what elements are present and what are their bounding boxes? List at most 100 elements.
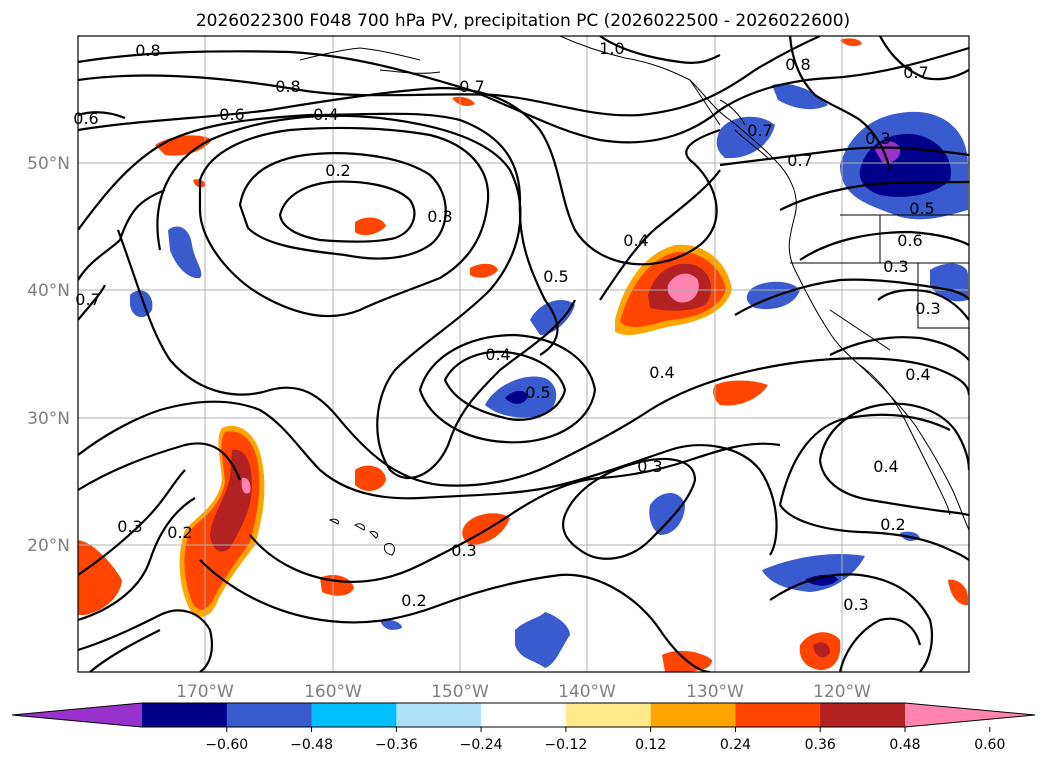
precip-region <box>78 540 122 615</box>
contour-label: 0.6 <box>73 109 98 128</box>
precip-region <box>840 38 862 47</box>
colorbar-swatch <box>311 703 397 727</box>
lat-label: 40°N <box>27 281 70 301</box>
colorbar-swatch <box>226 703 313 727</box>
pv-contour <box>238 152 447 260</box>
colorbar-tick-label: 0.36 <box>805 737 836 753</box>
hawaii-islands <box>328 518 395 556</box>
precip-region <box>380 619 402 630</box>
latitude-labels: 20°N 30°N 40°N 50°N <box>27 154 70 556</box>
pv-contour <box>78 442 242 491</box>
contour-label: 0.4 <box>649 363 674 382</box>
colorbar: −0.60 −0.48 −0.36 −0.24 −0.12 0.12 0.24 0.36 0.4… <box>11 702 1036 753</box>
contour-label: 0.5 <box>543 267 568 286</box>
pv-contour <box>443 350 567 421</box>
contour-label: 0.5 <box>909 199 934 218</box>
colorbar-tick-label: −0.48 <box>290 737 333 753</box>
pv-contour <box>719 146 969 167</box>
state-border <box>917 263 969 329</box>
contour-label: 0.7 <box>747 121 772 140</box>
contour-label: 0.2 <box>401 591 426 610</box>
precip-region <box>813 642 830 658</box>
pv-contour <box>78 111 126 120</box>
colorbar-tick-label: −0.12 <box>544 737 587 753</box>
coastline-islands <box>689 79 771 161</box>
precip-region <box>241 477 251 494</box>
longitude-labels: 170°W 160°W 150°W 140°W 130°W 120°W <box>176 682 871 702</box>
pv-contour <box>278 180 416 243</box>
contour-labels: 0.8 0.8 0.6 0.7 0.4 0.2 0.3 0.4 0.5 0.4 … <box>73 39 940 614</box>
pv-contour <box>116 229 969 487</box>
contour-label: 1.0 <box>599 39 624 58</box>
lat-label: 30°N <box>27 409 70 429</box>
lon-label: 160°W <box>304 682 362 702</box>
precip-region <box>948 579 968 606</box>
contour-label: 0.4 <box>873 457 898 476</box>
precip-region <box>168 226 202 279</box>
pv-contour <box>779 180 969 211</box>
pv-contour <box>78 86 721 266</box>
precip-region <box>505 390 528 404</box>
lon-label: 140°W <box>558 682 616 702</box>
precip-region <box>470 263 498 278</box>
pv-contour <box>838 617 922 672</box>
map-panel: 0.8 0.8 0.6 0.7 0.4 0.2 0.3 0.4 0.5 0.4 … <box>73 35 970 673</box>
pv-contour <box>89 629 161 672</box>
figure-title: 2026022300 F048 700 hPa PV, precipitatio… <box>196 11 850 31</box>
colorbar-tick-label: 0.24 <box>720 737 751 753</box>
pv-contour <box>78 188 166 281</box>
contour-label: 0.2 <box>167 523 192 542</box>
pv-contour <box>78 609 214 672</box>
pv-contour <box>199 559 711 672</box>
lat-label: 20°N <box>27 536 70 556</box>
pv-contour <box>78 400 778 556</box>
precip-region <box>530 300 575 335</box>
contour-label: 0.3 <box>865 129 890 148</box>
contour-label: 0.3 <box>883 257 908 276</box>
colorbar-swatch <box>820 703 906 727</box>
colorbar-tick-label: 0.60 <box>974 737 1005 753</box>
contour-label: 0.2 <box>880 515 905 534</box>
coastlines <box>299 36 969 556</box>
colorbar-tick-label: −0.60 <box>205 737 248 753</box>
pv-contour <box>599 36 721 64</box>
contour-label: 0.4 <box>623 231 648 250</box>
contour-label: 0.8 <box>785 55 810 74</box>
colorbar-extend-high <box>905 703 1035 727</box>
pv-contour <box>156 114 576 480</box>
contour-label: 0.3 <box>915 299 940 318</box>
pv-contour <box>769 573 934 672</box>
precip-region <box>515 612 570 668</box>
pv-contour <box>78 469 186 576</box>
pv-contour <box>788 36 892 171</box>
pv-contour <box>799 230 969 261</box>
pv-contour <box>418 333 597 444</box>
precip-region <box>355 465 386 492</box>
pv-contour <box>829 336 969 361</box>
pv-contour <box>78 497 196 622</box>
contour-label: 0.7 <box>787 151 812 170</box>
pv-contour <box>78 36 821 117</box>
precip-region <box>716 116 775 159</box>
precip-region <box>210 449 252 552</box>
pv-contour <box>599 169 721 301</box>
precip-region <box>667 273 699 303</box>
precip-region <box>649 492 685 535</box>
contour-label: 0.3 <box>843 595 868 614</box>
colorbar-swatch <box>565 703 652 727</box>
lon-label: 130°W <box>686 682 744 702</box>
coastline-north-america <box>559 36 969 531</box>
pv-contour <box>78 284 106 321</box>
lon-label: 170°W <box>176 682 234 702</box>
colorbar-extend-low <box>12 703 142 727</box>
precip-region <box>762 553 865 592</box>
colorbar-swatch <box>650 703 736 727</box>
coastline-baja <box>859 364 951 516</box>
contour-label: 0.7 <box>903 63 928 82</box>
colorbar-swatch <box>396 703 482 727</box>
pv-contour <box>198 126 490 318</box>
contour-label: 0.4 <box>905 365 930 384</box>
colorbar-tick-label: −0.24 <box>460 737 503 753</box>
pv-contour <box>734 278 969 316</box>
